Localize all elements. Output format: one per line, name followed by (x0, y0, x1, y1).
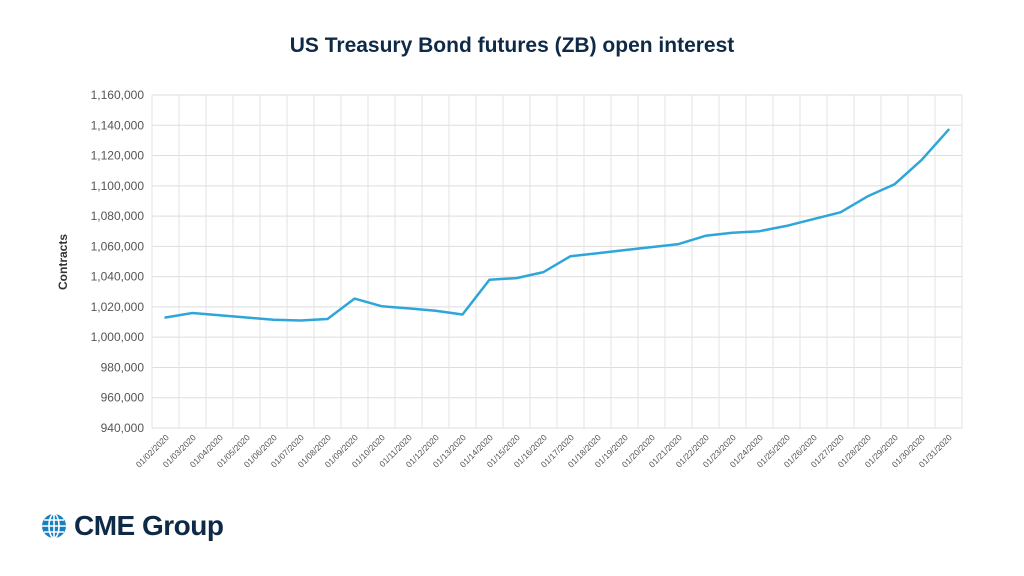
y-tick-label: 960,000 (101, 391, 145, 405)
y-tick-label: 940,000 (101, 421, 145, 435)
y-tick-label: 1,040,000 (91, 270, 145, 284)
cme-group-logo: CME Group (40, 508, 224, 544)
y-tick-label: 1,080,000 (91, 209, 145, 223)
grid (151, 94, 963, 429)
y-tick-label: 980,000 (101, 360, 145, 374)
y-tick-label: 1,100,000 (91, 179, 145, 193)
x-axis-ticks: 01/02/202001/03/202001/04/202001/05/2020… (134, 432, 954, 469)
y-tick-label: 1,120,000 (91, 149, 145, 163)
logo-text: CME Group (74, 510, 224, 541)
series-line-open-interest (164, 128, 950, 322)
y-axis-ticks: 940,000 960,000 980,000 1,000,000 1,020,000 1… (91, 88, 145, 435)
chart-title: US Treasury Bond futures (ZB) open inter… (289, 34, 735, 57)
y-tick-label: 1,000,000 (91, 330, 145, 344)
series (164, 128, 950, 322)
y-axis-label: Contracts (56, 234, 70, 290)
y-tick-label: 1,060,000 (91, 239, 145, 253)
globe-icon (42, 513, 66, 539)
y-tick-label: 1,140,000 (91, 118, 145, 132)
y-tick-label: 1,020,000 (91, 300, 145, 314)
y-tick-label: 1,160,000 (91, 88, 145, 102)
